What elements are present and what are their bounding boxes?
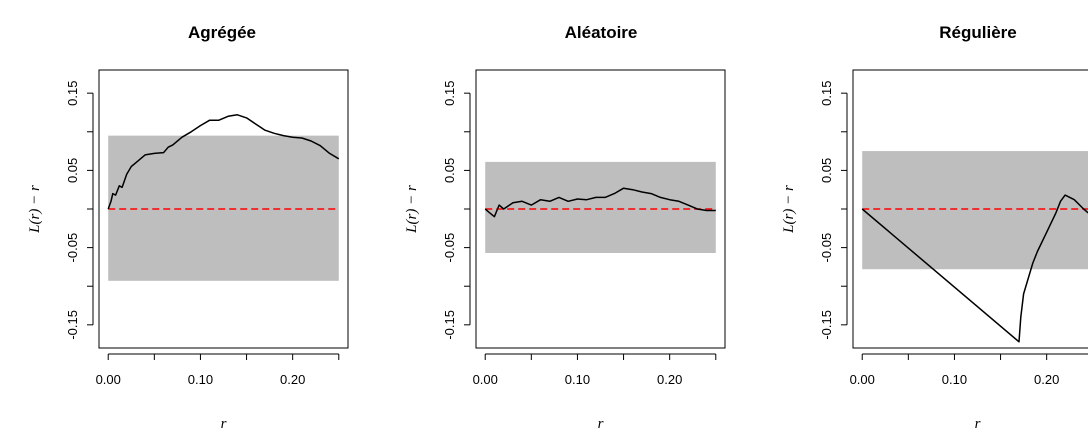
y-tick-label: 0.15	[442, 81, 457, 106]
y-tick-label: 0.05	[442, 158, 457, 183]
y-tick-label: 0.05	[819, 158, 834, 183]
data-series-line-1	[484, 187, 716, 218]
x-tick-label: 0.00	[96, 372, 121, 387]
envelope-band	[862, 151, 1088, 270]
y-tick-label: -0.15	[819, 310, 834, 340]
y-tick-label: 0.15	[65, 81, 80, 106]
envelope-band	[108, 135, 339, 281]
y-tick-label: -0.05	[819, 233, 834, 263]
plot-frame	[852, 69, 1088, 349]
x-tick-label: 0.20	[280, 372, 305, 387]
y-tick-label: 0.05	[65, 158, 80, 183]
chart-title: Aléatoire	[565, 23, 638, 42]
x-tick-label: 0.10	[942, 372, 967, 387]
x-axis-label: r	[975, 416, 981, 432]
x-tick-label: 0.00	[473, 372, 498, 387]
y-tick-label: -0.15	[65, 310, 80, 340]
y-axis-label: L(r) − r	[404, 185, 420, 234]
x-tick-label: 0.20	[657, 372, 682, 387]
plot-frame	[98, 69, 349, 349]
y-tick-label: -0.15	[442, 310, 457, 340]
chart-panel-3: 0.00 0.10 0.20 -0.15 -0.05 0.05 0.15 Régulière r…	[781, 23, 1088, 432]
data-series-line-1	[107, 114, 340, 210]
chart-panel-2: 0.00 0.10 0.20 -0.15 -0.05 0.05 0.15 Aléatoire r…	[404, 23, 726, 432]
x-axis-label: r	[221, 416, 227, 432]
x-tick-label: 0.10	[188, 372, 213, 387]
chart-title: Agrégée	[188, 23, 256, 42]
plot-frame	[475, 69, 726, 349]
y-tick-label: -0.05	[65, 233, 80, 263]
y-axis-label: L(r) − r	[781, 185, 797, 234]
x-tick-label: 0.10	[565, 372, 590, 387]
envelope-band	[485, 161, 716, 254]
y-axis-label: L(r) − r	[27, 185, 43, 234]
chart-title: Régulière	[939, 23, 1016, 42]
x-tick-label: 0.20	[1034, 372, 1059, 387]
x-tick-label: 0.00	[850, 372, 875, 387]
data-series-line-1	[861, 194, 1088, 343]
x-axis-label: r	[598, 416, 604, 432]
y-tick-label: -0.05	[442, 233, 457, 263]
y-tick-label: 0.15	[819, 81, 834, 106]
chart-panel-1: 0.00 0.10 0.20 -0.15 -0.05 0.05 0.15 Agrégée r L(…	[27, 23, 349, 432]
